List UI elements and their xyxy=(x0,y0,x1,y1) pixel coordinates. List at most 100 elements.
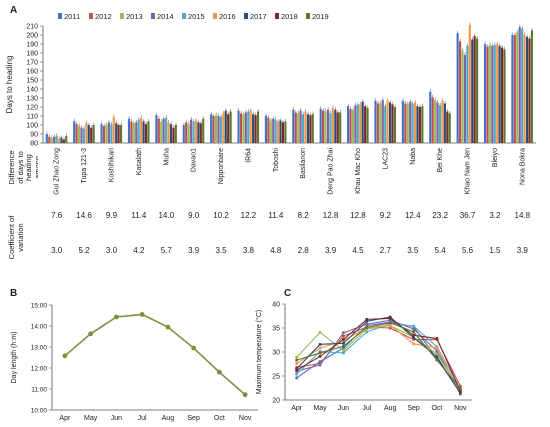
y-tick-label: 210 xyxy=(26,24,38,31)
bar xyxy=(483,44,487,143)
bar xyxy=(379,103,382,143)
bar xyxy=(187,124,190,143)
bar xyxy=(528,38,531,143)
table-cell: 10.2 xyxy=(213,211,229,220)
bar xyxy=(277,121,280,143)
bar xyxy=(75,124,78,143)
x-tick-label: Jul xyxy=(362,405,371,412)
x-tick-label: Toboshi xyxy=(273,148,280,173)
bar xyxy=(324,111,327,143)
x-tick-label: Tupa 121-3 xyxy=(81,148,88,184)
data-point xyxy=(295,355,299,359)
y-axis-label: Day length (h:m) xyxy=(11,332,18,384)
bar xyxy=(461,50,464,143)
table-cell: 3.9 xyxy=(188,246,200,255)
panel-label-a: A xyxy=(10,5,17,16)
bar xyxy=(411,103,414,143)
bar xyxy=(488,44,491,143)
bar xyxy=(115,123,118,143)
table-cell: 12.2 xyxy=(241,211,257,220)
legend-swatch xyxy=(182,13,186,19)
bar xyxy=(448,113,451,143)
y-tick-label: 180 xyxy=(26,51,38,58)
legend-swatch xyxy=(244,13,248,19)
bar xyxy=(356,104,359,143)
bar xyxy=(301,114,305,143)
bar xyxy=(132,123,135,143)
data-point xyxy=(295,372,299,376)
legend-label: 2015 xyxy=(188,12,205,21)
bar xyxy=(284,121,287,143)
bar xyxy=(339,112,342,143)
bar xyxy=(354,105,357,143)
data-point xyxy=(458,389,462,393)
bar xyxy=(249,110,252,143)
x-tick-label: Khao Nam Jen xyxy=(465,148,472,194)
bar xyxy=(413,102,417,143)
table-cell: 8.2 xyxy=(298,211,310,220)
data-point xyxy=(318,363,322,367)
bar xyxy=(53,136,56,143)
data-point xyxy=(388,323,392,327)
table-cell: 2.8 xyxy=(298,246,310,255)
bar xyxy=(466,45,469,143)
data-point xyxy=(295,376,299,380)
bar xyxy=(50,137,53,143)
x-tick-label: Jun xyxy=(338,405,349,412)
bar xyxy=(45,134,48,143)
y-tick-label: 110 xyxy=(27,114,38,121)
bar xyxy=(112,116,115,143)
data-point xyxy=(191,345,197,351)
bar xyxy=(247,111,250,143)
table-cell: 12.8 xyxy=(350,211,366,220)
data-point xyxy=(435,337,439,341)
bar xyxy=(82,128,86,143)
bar xyxy=(137,119,140,143)
bar xyxy=(319,108,322,143)
bar xyxy=(409,101,412,143)
x-tick-label: Apr xyxy=(291,405,303,412)
legend-swatch xyxy=(120,13,124,19)
bar xyxy=(87,125,90,143)
bar xyxy=(471,39,474,143)
bar xyxy=(322,110,325,143)
legend-label: 2018 xyxy=(281,12,298,21)
bar xyxy=(297,113,300,143)
bar xyxy=(347,106,350,143)
x-tick-label: May xyxy=(313,405,327,412)
y-tick-label: 14:00 xyxy=(31,324,48,331)
bar xyxy=(110,124,113,143)
y-tick-label: 160 xyxy=(26,69,38,76)
bar xyxy=(491,45,494,143)
bar xyxy=(264,116,267,143)
legend-swatch xyxy=(89,13,93,19)
legend-swatch xyxy=(58,13,62,19)
data-point xyxy=(412,327,416,331)
data-point xyxy=(341,331,345,335)
bar xyxy=(393,107,397,143)
row-label: Difference of days to heading among year… xyxy=(8,150,38,185)
bar xyxy=(55,135,58,143)
bar xyxy=(65,135,68,143)
bar xyxy=(404,103,407,143)
bar xyxy=(334,109,337,143)
table-cell: 11.4 xyxy=(131,211,147,220)
table-cell: 3.8 xyxy=(243,246,255,255)
table-cell: 1.5 xyxy=(489,246,501,255)
bar xyxy=(416,106,419,143)
table-cell: 3.0 xyxy=(51,246,63,255)
bar xyxy=(279,120,282,143)
bar xyxy=(169,124,173,143)
data-point xyxy=(458,386,462,390)
y-tick-label: 30 xyxy=(272,350,280,357)
table-cell: 5.6 xyxy=(462,246,474,255)
bar xyxy=(194,120,197,143)
data-point xyxy=(341,334,345,338)
y-axis-label: Days to heading xyxy=(5,56,14,114)
bar xyxy=(254,115,257,143)
legend-label: 2019 xyxy=(312,12,329,21)
x-tick-label: Jun xyxy=(111,415,122,422)
line-chart-max-temperature: 20 25 30 35 40 Apr May Jun Jul Aug Sep Oct Nov Maximu… xyxy=(255,302,472,412)
bar xyxy=(267,117,270,143)
